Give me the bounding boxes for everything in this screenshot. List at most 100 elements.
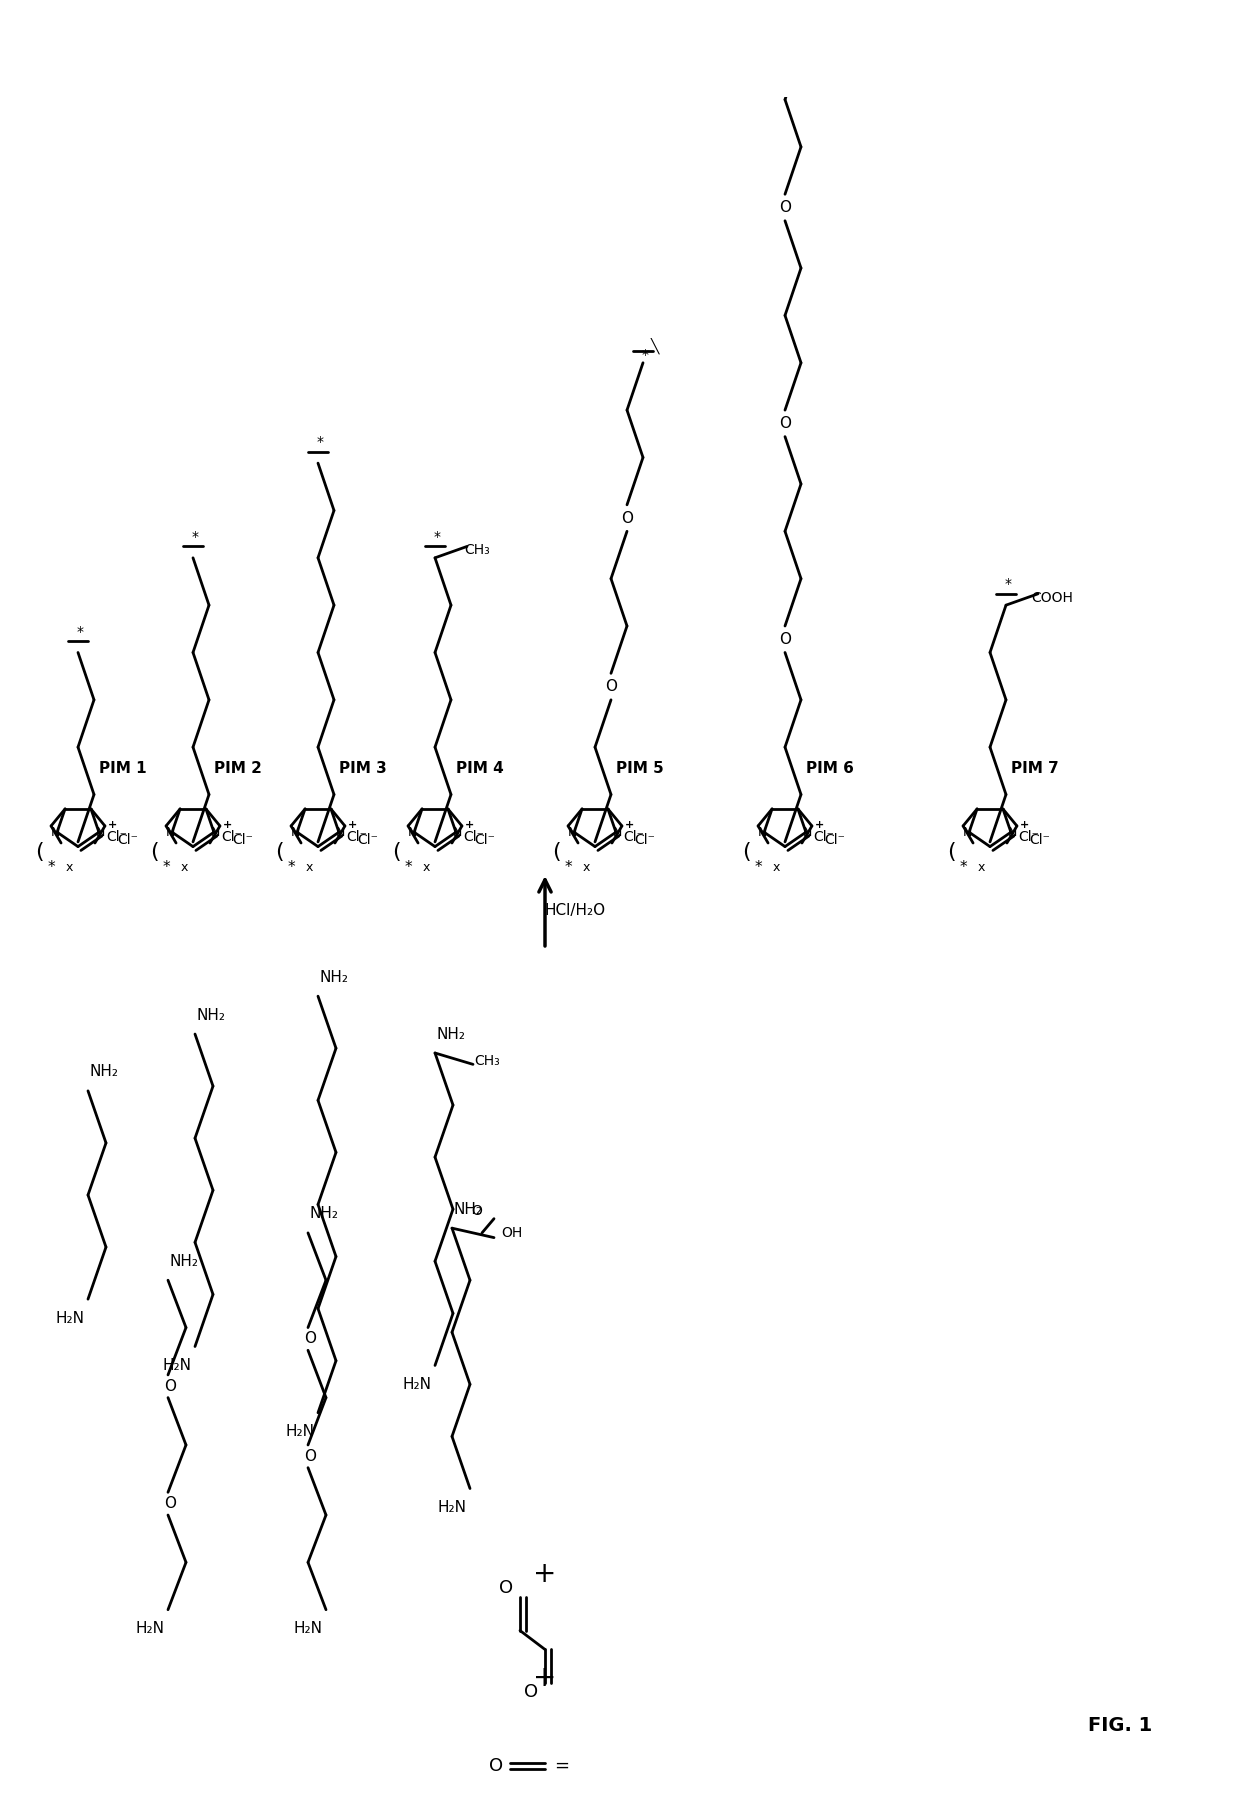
Text: O: O bbox=[471, 1204, 482, 1218]
Text: Cl⁻: Cl⁻ bbox=[233, 833, 253, 847]
Text: Cl⁻: Cl⁻ bbox=[624, 831, 645, 844]
Text: Cl⁻: Cl⁻ bbox=[107, 831, 128, 844]
Text: NH₂: NH₂ bbox=[320, 969, 348, 985]
Text: +: + bbox=[348, 820, 357, 829]
Text: O: O bbox=[779, 200, 791, 215]
Text: +: + bbox=[465, 820, 475, 829]
Text: HCl/H₂O: HCl/H₂O bbox=[544, 904, 605, 918]
Text: (: ( bbox=[552, 842, 560, 862]
Text: O: O bbox=[304, 1331, 316, 1347]
Text: Cl⁻: Cl⁻ bbox=[222, 831, 243, 844]
Text: x: x bbox=[423, 862, 430, 874]
Text: N: N bbox=[51, 825, 60, 838]
Text: O: O bbox=[779, 416, 791, 431]
Text: Cl⁻: Cl⁻ bbox=[464, 831, 485, 844]
Text: +: + bbox=[533, 1560, 557, 1587]
Text: O: O bbox=[605, 680, 618, 694]
Text: NH₂: NH₂ bbox=[454, 1202, 482, 1216]
Text: O: O bbox=[164, 1378, 176, 1394]
Text: PIM 3: PIM 3 bbox=[339, 762, 387, 776]
Text: O: O bbox=[164, 1496, 176, 1511]
Text: (: ( bbox=[742, 842, 750, 862]
Text: N: N bbox=[408, 825, 417, 838]
Text: PIM 4: PIM 4 bbox=[456, 762, 503, 776]
Text: OH: OH bbox=[501, 1225, 522, 1240]
Text: N: N bbox=[165, 825, 175, 838]
Text: N: N bbox=[568, 825, 577, 838]
Text: x: x bbox=[305, 862, 312, 874]
Text: (: ( bbox=[150, 842, 159, 862]
Text: (: ( bbox=[275, 842, 284, 862]
Text: N: N bbox=[758, 825, 766, 838]
Text: Cl⁻: Cl⁻ bbox=[1029, 833, 1050, 847]
Text: N: N bbox=[290, 825, 300, 838]
Text: *: * bbox=[162, 860, 170, 874]
Text: (: ( bbox=[392, 842, 401, 862]
Text: O: O bbox=[304, 1449, 316, 1463]
Text: O: O bbox=[779, 631, 791, 647]
Text: *: * bbox=[404, 860, 412, 874]
Text: ╲: ╲ bbox=[651, 338, 660, 355]
Text: Cl⁻: Cl⁻ bbox=[813, 831, 835, 844]
Text: x: x bbox=[773, 862, 780, 874]
Text: FIG. 1: FIG. 1 bbox=[1087, 1716, 1152, 1734]
Text: N: N bbox=[454, 825, 463, 838]
Text: CH₃: CH₃ bbox=[474, 1054, 500, 1067]
Text: COOH: COOH bbox=[1032, 591, 1073, 605]
Text: N: N bbox=[1008, 825, 1018, 838]
Text: O: O bbox=[498, 1578, 513, 1596]
Text: *: * bbox=[288, 860, 295, 874]
Text: PIM 7: PIM 7 bbox=[1011, 762, 1059, 776]
Text: x: x bbox=[977, 862, 985, 874]
Text: NH₂: NH₂ bbox=[89, 1064, 119, 1080]
Text: N: N bbox=[336, 825, 346, 838]
Text: (: ( bbox=[947, 842, 955, 862]
Text: H₂N: H₂N bbox=[135, 1622, 165, 1636]
Text: *: * bbox=[1004, 578, 1012, 591]
Text: Cl⁻: Cl⁻ bbox=[346, 831, 367, 844]
Text: NH₂: NH₂ bbox=[310, 1207, 339, 1222]
Text: +: + bbox=[108, 820, 118, 829]
Text: Cl⁻: Cl⁻ bbox=[825, 833, 846, 847]
Text: *: * bbox=[784, 0, 791, 4]
Text: *: * bbox=[960, 860, 967, 874]
Text: *: * bbox=[754, 860, 761, 874]
Text: N: N bbox=[614, 825, 622, 838]
Text: H₂N: H₂N bbox=[438, 1500, 466, 1514]
Text: *: * bbox=[641, 349, 649, 362]
Text: +: + bbox=[533, 1663, 557, 1693]
Text: N: N bbox=[962, 825, 972, 838]
Text: *: * bbox=[434, 531, 440, 544]
Text: (: ( bbox=[35, 842, 43, 862]
Text: x: x bbox=[66, 862, 73, 874]
Text: O: O bbox=[621, 511, 632, 525]
Text: Cl⁻: Cl⁻ bbox=[635, 833, 656, 847]
Text: N: N bbox=[804, 825, 812, 838]
Text: N: N bbox=[97, 825, 105, 838]
Text: NH₂: NH₂ bbox=[170, 1254, 198, 1269]
Text: *: * bbox=[564, 860, 572, 874]
Text: O: O bbox=[525, 1683, 538, 1702]
Text: *: * bbox=[77, 625, 83, 638]
Text: PIM 6: PIM 6 bbox=[806, 762, 854, 776]
Text: Cl⁻: Cl⁻ bbox=[118, 833, 139, 847]
Text: +: + bbox=[223, 820, 233, 829]
Text: Cl⁻: Cl⁻ bbox=[357, 833, 378, 847]
Text: +: + bbox=[625, 820, 635, 829]
Text: PIM 2: PIM 2 bbox=[215, 762, 262, 776]
Text: N: N bbox=[211, 825, 221, 838]
Text: H₂N: H₂N bbox=[294, 1622, 322, 1636]
Text: H₂N: H₂N bbox=[56, 1311, 84, 1325]
Text: PIM 5: PIM 5 bbox=[616, 762, 663, 776]
Text: CH₃: CH₃ bbox=[464, 544, 490, 558]
Text: *: * bbox=[316, 435, 324, 449]
Text: x: x bbox=[583, 862, 590, 874]
Text: +: + bbox=[815, 820, 825, 829]
Text: Cl⁻: Cl⁻ bbox=[1018, 831, 1039, 844]
Text: NH₂: NH₂ bbox=[436, 1027, 465, 1042]
Text: PIM 1: PIM 1 bbox=[99, 762, 146, 776]
Text: H₂N: H₂N bbox=[403, 1376, 432, 1393]
Text: O: O bbox=[489, 1756, 503, 1774]
Text: +: + bbox=[1021, 820, 1029, 829]
Text: NH₂: NH₂ bbox=[196, 1007, 226, 1022]
